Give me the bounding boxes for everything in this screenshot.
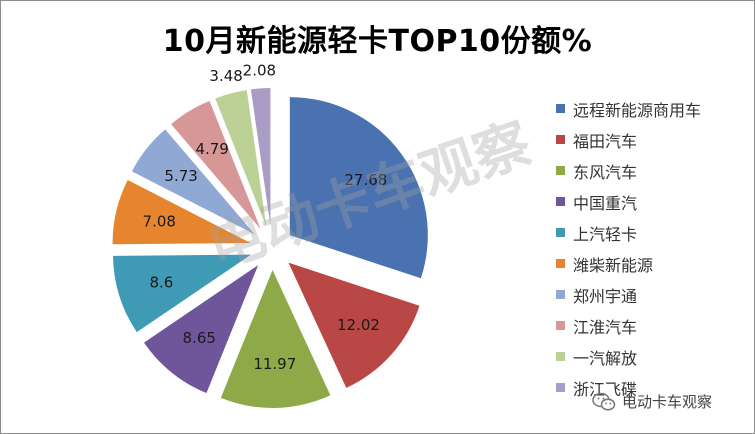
slice-value-label: 8.6 (150, 274, 174, 292)
legend-item: 江淮汽车 (556, 310, 751, 341)
pie-slice-4 (144, 265, 259, 394)
pie-slice-7 (131, 129, 255, 235)
legend-swatch (556, 290, 565, 299)
pie-slice-3 (220, 269, 331, 408)
pie-slice-1 (289, 97, 428, 279)
pie-slice-8 (171, 100, 261, 230)
legend-item: 一汽解放 (556, 341, 751, 372)
brand-name: 电动卡车观察 (622, 393, 713, 411)
slice-value-label: 2.08 (243, 61, 276, 79)
legend-swatch (556, 166, 565, 175)
slice-value-label: 5.73 (164, 167, 197, 185)
legend-label: 中国重汽 (573, 193, 638, 213)
pie-slice-9 (215, 90, 267, 227)
legend-item: 远程新能源商用车 (556, 93, 751, 124)
pie-slice-10 (250, 88, 271, 227)
legend-swatch (556, 104, 565, 113)
pie-slice-6 (112, 180, 251, 245)
legend-swatch (556, 135, 565, 144)
wechat-icon (592, 392, 616, 411)
legend-swatch (556, 352, 565, 361)
legend-label: 浙江飞碟 (573, 379, 638, 399)
legend-item: 潍柴新能源 (556, 248, 751, 279)
legend-item: 浙江飞碟 (556, 372, 751, 403)
slice-value-label: 7.08 (143, 212, 176, 230)
pie-slice-2 (288, 262, 420, 388)
legend-label: 上汽轻卡 (573, 224, 638, 244)
legend-item: 东风汽车 (556, 155, 751, 186)
legend-swatch (556, 197, 565, 206)
legend-label: 潍柴新能源 (573, 255, 654, 275)
legend-swatch (556, 228, 565, 237)
chart-legend: 远程新能源商用车 福田汽车东风汽车中国重汽上汽轻卡潍柴新能源郑州宇通江淮汽车一汽解… (556, 93, 751, 403)
brand-logo: 电动卡车观察 (592, 391, 712, 412)
slice-value-label: 27.68 (344, 171, 387, 189)
legend-label: 远程新能源商用车 (573, 100, 702, 120)
chart-title: 10月新能源轻卡TOP10份额% (162, 24, 593, 59)
legend-item: 郑州宇通 (556, 279, 751, 310)
slice-value-label: 4.79 (195, 140, 228, 158)
slice-value-label: 12.02 (337, 316, 380, 334)
legend-label: 郑州宇通 (573, 286, 638, 306)
legend-item: 福田汽车 (556, 124, 751, 155)
legend-swatch (556, 321, 565, 330)
legend-swatch (556, 383, 565, 392)
slice-value-label: 11.97 (253, 355, 296, 373)
pie-slice-5 (113, 254, 252, 333)
slice-value-label: 8.65 (183, 329, 216, 347)
legend-item: 上汽轻卡 (556, 217, 751, 248)
legend-label: 一汽解放 (573, 348, 638, 368)
legend-label: 福田汽车 (573, 131, 638, 151)
slice-value-label: 3.48 (209, 67, 242, 85)
legend-label: 东风汽车 (573, 162, 638, 182)
legend-swatch (556, 259, 565, 268)
legend-item: 中国重汽 (556, 186, 751, 217)
legend-label: 江淮汽车 (573, 317, 638, 337)
